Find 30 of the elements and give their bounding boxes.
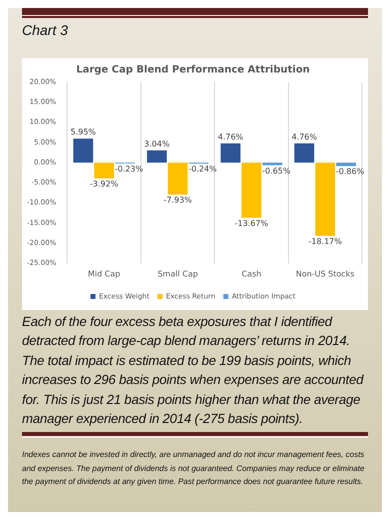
- bar: [336, 162, 356, 166]
- bar: [168, 162, 188, 195]
- bar: [294, 143, 314, 163]
- data-label: -3.92%: [90, 180, 119, 188]
- bar: [315, 162, 336, 236]
- chart-title: Large Cap Blend Performance Attribution: [76, 64, 310, 76]
- data-label: 4.76%: [218, 132, 244, 142]
- bar: [220, 143, 240, 163]
- data-label: -13.67%: [234, 218, 269, 228]
- text: Indexes cannot be invested in directly, are unmanaged and do not incur management fees, costs and expenses. The payment of dividends is not guaranteed. Companies may reduce or eliminate the payment of dividends at any given time. Past performance does not guarantee future results.: [22, 449, 366, 488]
- text: Each of the four excess beta exposures that I identified detracted from large-cap blend managers’ returns in 2014. The total impact is estimated to be 199 basis points, which increases to 296 basis points when expenses are accounted for. This is just 21 basis points higher than what the average manager experienced in 2014 (-275 basis points).: [22, 313, 365, 428]
- bar: [73, 138, 94, 163]
- data-label: -0.23%: [114, 164, 144, 174]
- x-tick-label: Mid Cap: [88, 269, 120, 278]
- data-label: -18.17%: [308, 236, 342, 246]
- data-label: -7.93%: [164, 196, 192, 205]
- bar: [242, 162, 262, 218]
- x-tick-label: Small Cap: [158, 269, 198, 278]
- data-label: -0.65%: [262, 166, 291, 176]
- x-tick-label: Non-US Stocks: [296, 269, 354, 278]
- caption: Chart 3: [22, 21, 69, 40]
- bar: [94, 162, 114, 178]
- bar: [146, 150, 167, 163]
- data-label: -0.24%: [188, 164, 218, 174]
- data-label: 5.95%: [70, 128, 96, 137]
- data-label: 3.04%: [144, 139, 170, 148]
- x-tick-label: Cash: [242, 269, 262, 278]
- data-label: -0.86%: [336, 167, 365, 176]
- data-label: 4.76%: [292, 132, 318, 142]
- bar: [262, 162, 282, 166]
